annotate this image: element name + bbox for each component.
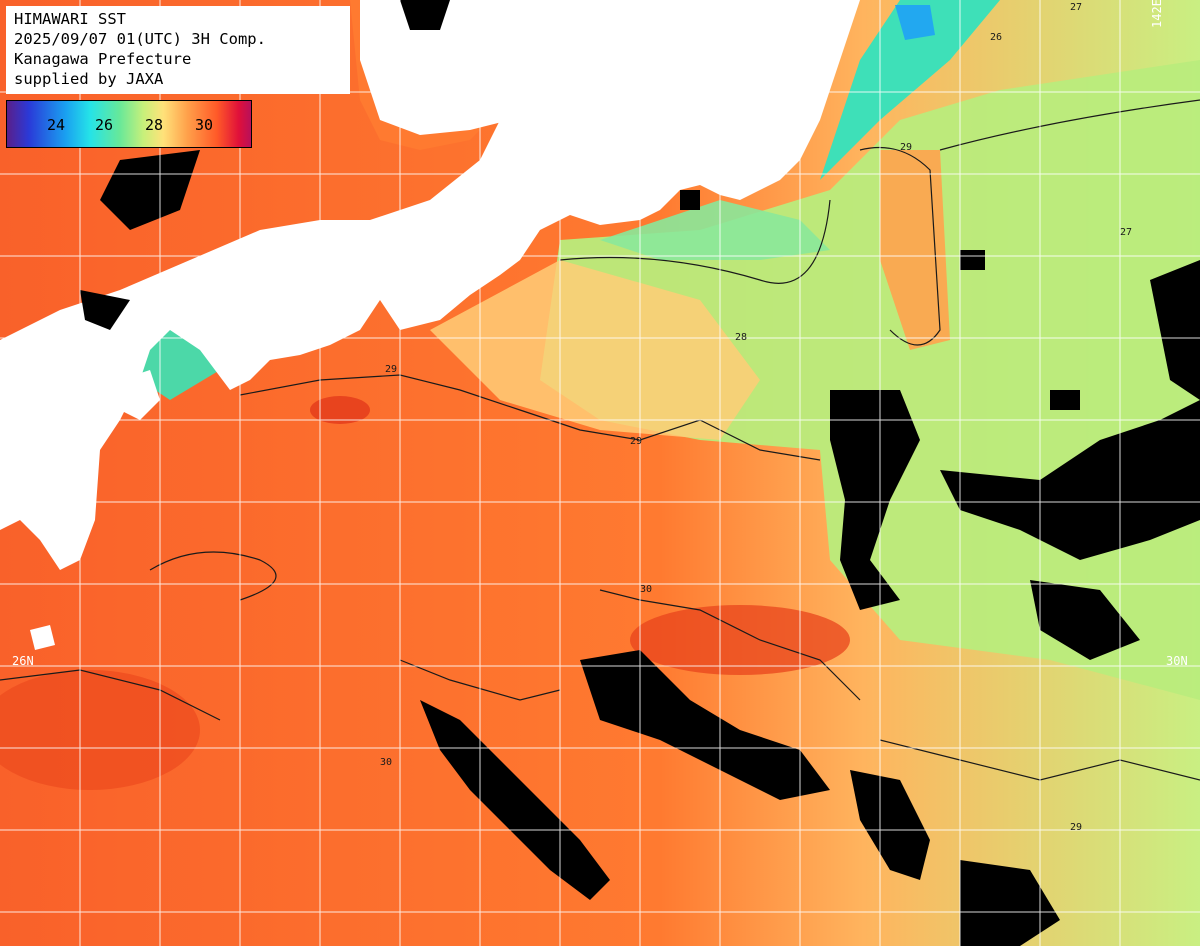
product-title: HIMAWARI SST (14, 10, 126, 28)
hot-patch (0, 670, 200, 790)
colorbar-tick: 28 (145, 116, 164, 134)
land-north (360, 0, 560, 135)
product-credit: supplied by JAXA (14, 70, 164, 88)
lat-label-left: 26N (12, 654, 34, 668)
colorbar-tick: 26 (95, 116, 114, 134)
contour-label: 29 (900, 142, 912, 153)
colorbar-tick: 30 (195, 116, 214, 134)
contour-label: 27 (1120, 227, 1132, 238)
cloud-mass (850, 770, 930, 880)
land-island (480, 150, 500, 185)
contour-label: 27 (1070, 2, 1082, 13)
cloud-mass (80, 290, 130, 330)
cold-coast-strip-2 (600, 200, 830, 260)
product-provider-region: Kanagawa Prefecture (14, 50, 192, 68)
sst-colorbar: 24 26 28 30 (6, 100, 252, 148)
cloud-mass (1150, 260, 1200, 400)
cold-coast-strip (820, 0, 1000, 180)
cloud-mass (830, 390, 920, 610)
lon-label-top: 142E (1150, 0, 1164, 28)
contour-labels: 26 27 28 29 30 29 29 27 29 30 (380, 2, 1132, 833)
contour-label: 30 (380, 757, 392, 768)
land-honshu (0, 0, 860, 570)
contour-label: 29 (630, 436, 642, 447)
contour-label: 29 (385, 364, 397, 375)
cool-water-region (540, 60, 1200, 700)
cold-cell (895, 5, 935, 40)
hot-patch (630, 605, 850, 675)
colorbar-tick: 24 (47, 116, 66, 134)
cloud-mass (960, 860, 1060, 946)
lat-label-right: 30N (1166, 654, 1188, 668)
cloud-mass (680, 190, 700, 210)
mild-water-band (430, 260, 760, 440)
cloud-mass (100, 150, 200, 230)
cloud-mass (940, 400, 1200, 560)
land-island (30, 625, 55, 650)
cloud-mass (1050, 390, 1080, 410)
contour-label: 28 (735, 332, 747, 343)
warm-tongue (880, 150, 950, 350)
cloud-mass (960, 250, 985, 270)
title-box: HIMAWARI SST 2025/09/07 01(UTC) 3H Comp.… (6, 6, 350, 94)
contour-label: 26 (990, 32, 1002, 43)
land-shikoku (120, 370, 160, 420)
hot-patch (310, 396, 370, 424)
contour-label: 30 (640, 584, 652, 595)
cloud-mass (580, 650, 830, 800)
cloud-mass (400, 0, 450, 30)
product-date: 2025/09/07 01(UTC) 3H Comp. (14, 30, 266, 48)
land-kyushu-tip (0, 380, 40, 470)
cloud-mass (420, 700, 610, 900)
cloud-mass (1030, 580, 1140, 660)
contour-label: 29 (1070, 822, 1082, 833)
land-izu (375, 230, 405, 275)
